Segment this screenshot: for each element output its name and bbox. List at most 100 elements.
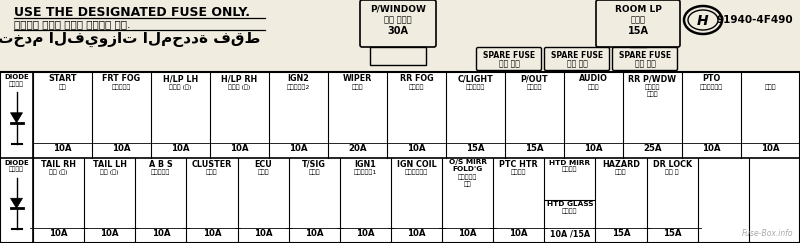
FancyBboxPatch shape <box>596 0 680 47</box>
Text: 이시유: 이시유 <box>258 170 269 175</box>
Text: 15A: 15A <box>663 229 682 238</box>
Text: CLUSTER: CLUSTER <box>192 159 232 168</box>
Text: 방향등: 방향등 <box>309 170 320 175</box>
Text: DIODE: DIODE <box>4 159 29 165</box>
Ellipse shape <box>684 6 722 34</box>
Text: 다이오드: 다이오드 <box>9 81 24 87</box>
Text: AUDIO: AUDIO <box>579 74 608 83</box>
Text: 실내등: 실내등 <box>630 15 646 24</box>
Text: 비상등: 비상등 <box>615 170 627 175</box>
Text: 10A /15A: 10A /15A <box>550 229 590 238</box>
Text: IGN1: IGN1 <box>354 159 376 168</box>
Text: 이그니셔늈2: 이그니셔늈2 <box>287 84 310 90</box>
FancyBboxPatch shape <box>360 0 436 47</box>
Text: 10A: 10A <box>356 229 374 238</box>
Text: 보조히터: 보조히터 <box>511 170 526 175</box>
Text: 동력인쒐장치: 동력인쒐장치 <box>700 84 723 90</box>
Text: 91940-4F490: 91940-4F490 <box>717 15 794 25</box>
Text: 이그니셔늈1: 이그니셔늈1 <box>354 170 377 175</box>
Text: USE THE DESIGNATED FUSE ONLY.: USE THE DESIGNATED FUSE ONLY. <box>14 6 250 19</box>
Text: 10A: 10A <box>458 229 477 238</box>
Text: RR P/WDW: RR P/WDW <box>629 74 677 83</box>
Text: 빉지용: 빉지용 <box>765 84 776 90</box>
Text: SPARE FUSE: SPARE FUSE <box>483 51 535 60</box>
Text: H: H <box>697 14 709 28</box>
Text: 오디오: 오디오 <box>588 84 599 90</box>
Text: H/LP LH: H/LP LH <box>163 74 198 83</box>
Polygon shape <box>10 113 22 123</box>
Text: H/LP RH: H/LP RH <box>222 74 258 83</box>
Text: 전조등 (우): 전조등 (우) <box>228 84 250 90</box>
Text: HTD GLASS: HTD GLASS <box>546 201 593 207</box>
Text: 이등 (우): 이등 (우) <box>50 170 68 175</box>
Text: 10A: 10A <box>151 229 170 238</box>
Text: 전동접이식: 전동접이식 <box>458 174 478 180</box>
Text: C/LIGHT: C/LIGHT <box>458 74 494 83</box>
Polygon shape <box>10 198 22 208</box>
Text: 10A: 10A <box>202 229 222 238</box>
Text: 예비 푸즈: 예비 푸즈 <box>566 60 587 69</box>
Text: 10A: 10A <box>305 229 323 238</box>
Text: 20A: 20A <box>348 144 366 153</box>
Text: 도어 록: 도어 록 <box>666 170 679 175</box>
Text: DIODE: DIODE <box>4 74 29 80</box>
Text: 열선미러: 열선미러 <box>562 166 578 172</box>
Text: 파워 윈도우: 파워 윈도우 <box>384 15 412 24</box>
Text: 15A: 15A <box>526 144 544 153</box>
Text: 이그니셔코일: 이그니셔코일 <box>405 170 428 175</box>
Text: RR FOG: RR FOG <box>400 74 434 83</box>
Text: 10A: 10A <box>112 144 130 153</box>
Text: 10A: 10A <box>762 144 780 153</box>
Text: ECU: ECU <box>254 159 272 168</box>
Text: 서트연선: 서트연선 <box>409 84 424 90</box>
Ellipse shape <box>688 10 718 30</box>
Text: 윈도우: 윈도우 <box>646 91 658 97</box>
Text: ROOM LP: ROOM LP <box>614 5 662 14</box>
Text: DR LOCK: DR LOCK <box>653 159 692 168</box>
Text: 10A: 10A <box>171 144 190 153</box>
Text: 15A: 15A <box>612 229 630 238</box>
Text: 10A: 10A <box>254 229 272 238</box>
Text: 열선유리: 열선유리 <box>562 208 578 214</box>
Text: HTD MIRR: HTD MIRR <box>550 159 590 165</box>
Text: 10A: 10A <box>407 144 426 153</box>
FancyBboxPatch shape <box>613 47 678 70</box>
Text: 15A: 15A <box>627 26 649 36</box>
Text: FRT FOG: FRT FOG <box>102 74 141 83</box>
Text: 10A: 10A <box>584 144 602 153</box>
Text: T/SIG: T/SIG <box>302 159 326 168</box>
Text: PTC HTR: PTC HTR <box>499 159 538 168</box>
Text: 25A: 25A <box>643 144 662 153</box>
Text: 전조등 (좌): 전조등 (좌) <box>170 84 192 90</box>
Text: 10A: 10A <box>407 229 426 238</box>
Text: FOLD'G: FOLD'G <box>453 165 482 172</box>
Text: O/S MIRR: O/S MIRR <box>449 158 486 165</box>
Text: 10A: 10A <box>50 229 68 238</box>
Text: 10A: 10A <box>101 229 119 238</box>
Text: WIPER: WIPER <box>343 74 372 83</box>
Text: 시그라이트: 시그라이트 <box>466 84 485 90</box>
Text: 와이퍼: 와이퍼 <box>352 84 363 90</box>
Text: IGN2: IGN2 <box>287 74 310 83</box>
Text: 10A: 10A <box>54 144 72 153</box>
Text: TAIL LH: TAIL LH <box>93 159 126 168</box>
Text: 리어파워: 리어파워 <box>645 84 660 90</box>
Bar <box>370 47 426 65</box>
Text: A B S: A B S <box>149 159 173 168</box>
Text: P/OUT: P/OUT <box>521 74 548 83</box>
Text: HAZARD: HAZARD <box>602 159 640 168</box>
Text: 10A: 10A <box>510 229 528 238</box>
Text: PTO: PTO <box>702 74 721 83</box>
Text: 이러: 이러 <box>464 182 471 187</box>
Text: 10A: 10A <box>290 144 308 153</box>
Text: 다이오드: 다이오드 <box>9 166 24 172</box>
FancyBboxPatch shape <box>545 47 610 70</box>
Text: 10A: 10A <box>230 144 249 153</box>
Text: 정갩용량 이외의 하즈는 사용하지 말것.: 정갩용량 이외의 하즈는 사용하지 말것. <box>14 19 130 29</box>
Text: 에이비에스: 에이비에스 <box>151 170 170 175</box>
Text: 15A: 15A <box>466 144 485 153</box>
Text: Fuse-Box.info: Fuse-Box.info <box>742 229 793 238</box>
Text: 전방안개등: 전방안개등 <box>112 84 131 90</box>
Text: SPARE FUSE: SPARE FUSE <box>551 51 603 60</box>
Text: SPARE FUSE: SPARE FUSE <box>619 51 671 60</box>
